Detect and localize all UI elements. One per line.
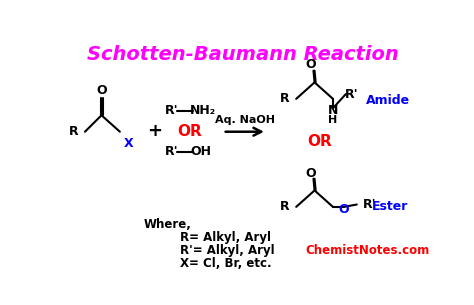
Text: R': R'	[164, 145, 178, 158]
Text: Aq. NaOH: Aq. NaOH	[215, 115, 275, 125]
Text: O: O	[338, 203, 349, 216]
Text: H: H	[328, 115, 337, 125]
Text: Ester: Ester	[372, 200, 408, 214]
Text: +: +	[147, 121, 162, 140]
Text: R: R	[280, 200, 290, 214]
Text: X: X	[124, 137, 134, 150]
Text: O: O	[306, 167, 316, 181]
Text: R: R	[69, 125, 79, 138]
Text: O: O	[96, 84, 107, 97]
Text: R= Alkyl, Aryl: R= Alkyl, Aryl	[181, 231, 272, 244]
Text: R: R	[280, 92, 290, 105]
Text: Where,: Where,	[144, 218, 191, 231]
Text: NH₂: NH₂	[190, 104, 216, 117]
Text: OR: OR	[308, 134, 332, 149]
Text: R': R'	[363, 198, 376, 211]
Text: N: N	[328, 104, 338, 117]
Text: Amide: Amide	[366, 94, 410, 106]
Text: R': R'	[164, 104, 178, 117]
Text: ChemistNotes.com: ChemistNotes.com	[305, 244, 429, 257]
Text: OR: OR	[177, 124, 202, 139]
Text: X= Cl, Br, etc.: X= Cl, Br, etc.	[181, 257, 272, 270]
Text: OH: OH	[190, 145, 211, 158]
Text: O: O	[306, 58, 316, 71]
Text: R'= Alkyl, Aryl: R'= Alkyl, Aryl	[181, 244, 275, 257]
Text: R': R'	[345, 88, 358, 101]
Text: Schotten-Baumann Reaction: Schotten-Baumann Reaction	[87, 45, 399, 64]
